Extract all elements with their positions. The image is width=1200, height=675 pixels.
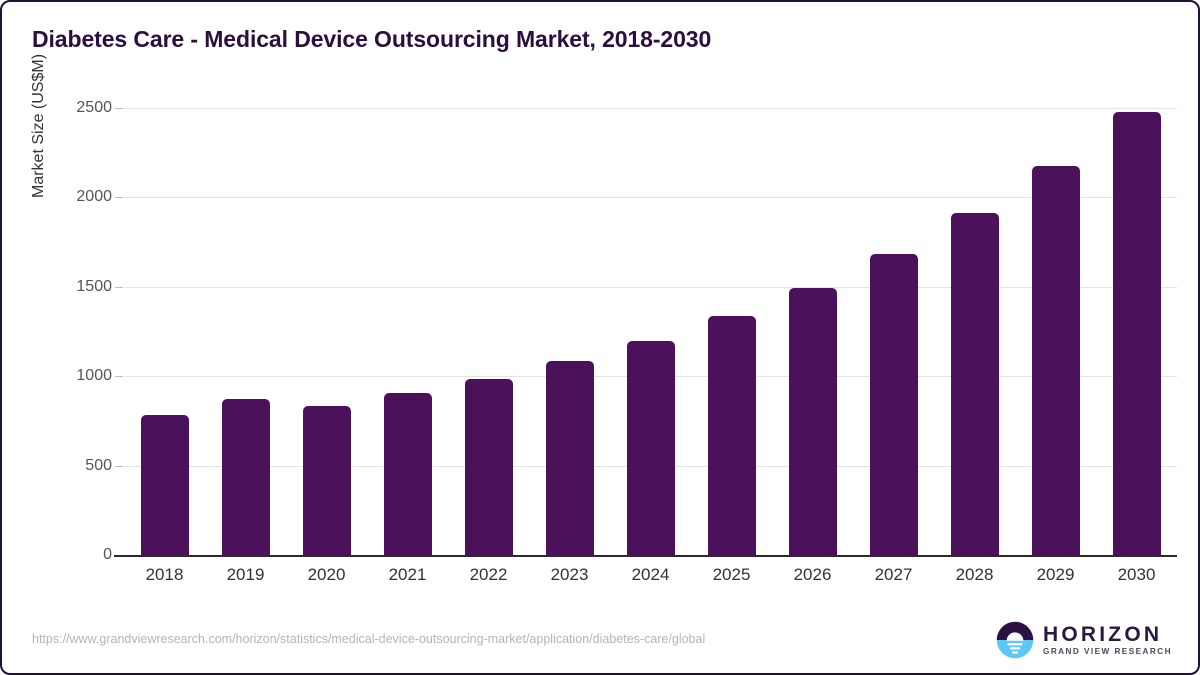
x-tick-label: 2018 (145, 565, 184, 584)
bar[interactable] (383, 393, 432, 555)
y-tick-mark (115, 286, 123, 288)
bar[interactable] (869, 253, 918, 555)
bar-slot (286, 108, 367, 555)
bar-slot (448, 108, 529, 555)
x-tick-label: 2026 (793, 565, 832, 584)
y-tick-label: 1500 (76, 277, 112, 295)
logo-subtitle: GRAND VIEW RESEARCH (1043, 646, 1172, 656)
bar-slot (853, 108, 934, 555)
y-tick-mark (115, 108, 123, 109)
bar[interactable] (626, 341, 675, 555)
x-tick-label: 2024 (631, 565, 670, 584)
plot-area (114, 108, 1177, 557)
x-axis-tick-labels: 2018 2019 2020 2021 2022 2023 2024 2025 2026 2027… (124, 565, 1177, 595)
bar[interactable] (464, 378, 513, 555)
x-tick-label: 2023 (550, 565, 589, 584)
bar-slot (367, 108, 448, 555)
bar-slot (772, 108, 853, 555)
y-tick-label: 2500 (76, 99, 112, 116)
bar-slot (124, 108, 205, 555)
page-title: Diabetes Care - Medical Device Outsourci… (32, 26, 712, 52)
bar[interactable] (707, 316, 756, 555)
bar-slot (934, 108, 1015, 555)
bar-series (124, 108, 1177, 555)
bar[interactable] (950, 212, 999, 555)
bar[interactable] (788, 287, 837, 555)
gridline (124, 197, 1177, 199)
x-tick-label: 2027 (874, 565, 913, 584)
bar-slot (610, 108, 691, 555)
y-tick-mark (115, 465, 123, 467)
y-tick-mark (115, 376, 123, 378)
y-tick-label: 2000 (76, 188, 112, 206)
x-axis-line (114, 555, 1177, 557)
y-tick-label: 500 (85, 456, 112, 474)
bar-slot (691, 108, 772, 555)
x-tick-label: 2020 (307, 565, 346, 584)
y-tick-label: 0 (103, 546, 112, 563)
bar[interactable] (1031, 166, 1080, 555)
x-tick-label: 2030 (1117, 565, 1156, 584)
x-tick-label: 2029 (1036, 565, 1075, 584)
x-tick-label: 2021 (388, 565, 427, 584)
y-tick-label: 1000 (76, 367, 112, 385)
x-tick-label: 2022 (469, 565, 508, 584)
x-tick-label: 2019 (226, 565, 265, 584)
bar-slot (529, 108, 610, 555)
logo-wordmark: HORIZON (1043, 622, 1163, 646)
bar-slot (205, 108, 286, 555)
gridline (124, 286, 1177, 288)
bar-slot (1096, 108, 1177, 555)
source-url[interactable]: https://www.grandviewresearch.com/horizo… (32, 632, 706, 646)
bar[interactable] (221, 398, 270, 555)
y-axis-tick-labels: 0 500 1000 1500 2000 2500 (2, 2, 112, 673)
horizon-sun-icon (996, 621, 1034, 659)
y-tick-mark (115, 197, 123, 199)
bar-slot (1015, 108, 1096, 555)
bar[interactable] (545, 361, 594, 555)
bar[interactable] (1112, 111, 1161, 555)
bar[interactable] (302, 405, 351, 555)
brand-logo: HORIZON GRAND VIEW RESEARCH (996, 619, 1172, 661)
gridline (124, 108, 1177, 109)
x-tick-label: 2025 (712, 565, 751, 584)
bar[interactable] (140, 414, 189, 555)
x-tick-label: 2028 (955, 565, 994, 584)
logo-text: HORIZON GRAND VIEW RESEARCH (1043, 624, 1172, 656)
